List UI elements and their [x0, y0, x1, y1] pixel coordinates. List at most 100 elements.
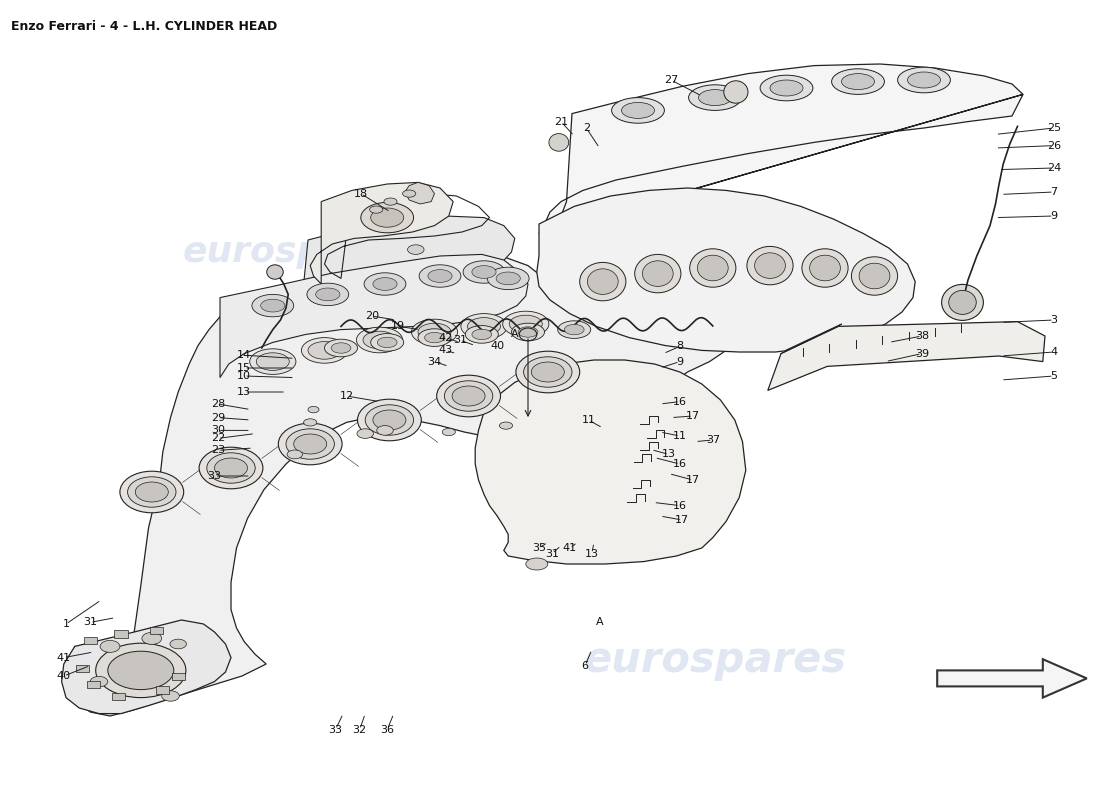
- Text: 43: 43: [439, 346, 452, 355]
- Text: 2: 2: [583, 123, 590, 133]
- Polygon shape: [537, 188, 915, 352]
- Polygon shape: [475, 360, 746, 564]
- Ellipse shape: [468, 318, 500, 335]
- Ellipse shape: [376, 426, 394, 435]
- Ellipse shape: [418, 323, 451, 341]
- Text: 14: 14: [238, 350, 251, 360]
- Bar: [84, 637, 97, 644]
- Text: 11: 11: [673, 431, 686, 441]
- Ellipse shape: [128, 477, 176, 507]
- Polygon shape: [220, 254, 528, 378]
- Ellipse shape: [358, 399, 421, 441]
- Ellipse shape: [142, 632, 162, 645]
- Text: 29: 29: [211, 413, 224, 422]
- Text: 12: 12: [340, 391, 353, 401]
- Ellipse shape: [100, 640, 120, 653]
- Ellipse shape: [465, 326, 498, 343]
- Ellipse shape: [635, 254, 681, 293]
- Ellipse shape: [518, 326, 538, 338]
- Polygon shape: [62, 620, 231, 714]
- Polygon shape: [310, 182, 453, 284]
- Text: 16: 16: [673, 459, 686, 469]
- Ellipse shape: [418, 329, 451, 346]
- Ellipse shape: [403, 190, 416, 198]
- Text: 19: 19: [392, 322, 405, 331]
- Ellipse shape: [437, 375, 501, 417]
- Text: eurospares: eurospares: [183, 235, 411, 269]
- Text: 34: 34: [428, 357, 441, 366]
- Text: A: A: [596, 618, 603, 627]
- Ellipse shape: [564, 325, 584, 334]
- Ellipse shape: [371, 334, 404, 351]
- Text: 40: 40: [491, 341, 504, 350]
- Text: 9: 9: [1050, 211, 1057, 221]
- Text: 18: 18: [354, 189, 367, 198]
- Ellipse shape: [524, 357, 572, 387]
- Ellipse shape: [689, 85, 741, 110]
- Text: 31: 31: [546, 549, 559, 558]
- Ellipse shape: [442, 429, 455, 435]
- Ellipse shape: [419, 265, 461, 287]
- Text: 36: 36: [381, 725, 394, 734]
- Ellipse shape: [96, 643, 186, 698]
- Ellipse shape: [463, 261, 505, 283]
- Text: 16: 16: [673, 397, 686, 406]
- Text: 10: 10: [238, 371, 251, 381]
- Bar: [87, 681, 100, 688]
- Ellipse shape: [690, 249, 736, 287]
- Ellipse shape: [612, 98, 664, 123]
- Text: eurospares: eurospares: [583, 639, 847, 681]
- Text: 8: 8: [676, 342, 683, 351]
- Text: 32: 32: [353, 725, 366, 734]
- Text: 31: 31: [84, 618, 97, 627]
- Ellipse shape: [286, 429, 334, 459]
- Text: 13: 13: [585, 549, 598, 558]
- Ellipse shape: [832, 69, 884, 94]
- Polygon shape: [405, 182, 435, 204]
- Text: 7: 7: [1050, 187, 1057, 197]
- Bar: [172, 673, 185, 680]
- Ellipse shape: [428, 270, 452, 282]
- Polygon shape: [937, 659, 1087, 698]
- Text: 4: 4: [1050, 347, 1057, 357]
- Text: 6: 6: [582, 661, 588, 670]
- Text: 41: 41: [563, 543, 576, 553]
- Text: 28: 28: [211, 399, 224, 409]
- Text: 26: 26: [1047, 141, 1060, 150]
- Ellipse shape: [496, 272, 520, 285]
- Ellipse shape: [361, 202, 414, 233]
- Ellipse shape: [549, 134, 569, 151]
- Ellipse shape: [307, 283, 349, 306]
- Ellipse shape: [487, 267, 529, 290]
- Ellipse shape: [587, 269, 618, 294]
- Ellipse shape: [308, 342, 341, 359]
- Ellipse shape: [266, 265, 284, 279]
- Ellipse shape: [697, 255, 728, 281]
- Ellipse shape: [371, 208, 404, 227]
- Ellipse shape: [802, 249, 848, 287]
- Bar: [156, 686, 169, 694]
- Text: 13: 13: [238, 387, 251, 397]
- Ellipse shape: [358, 429, 374, 438]
- Ellipse shape: [516, 351, 580, 393]
- Ellipse shape: [199, 447, 263, 489]
- Ellipse shape: [252, 294, 294, 317]
- Ellipse shape: [363, 331, 396, 349]
- Ellipse shape: [250, 349, 296, 374]
- Ellipse shape: [642, 261, 673, 286]
- Text: 30: 30: [211, 426, 224, 435]
- Bar: [150, 627, 163, 634]
- Bar: [76, 665, 89, 672]
- Polygon shape: [539, 64, 1023, 234]
- Text: 20: 20: [365, 311, 378, 321]
- Ellipse shape: [287, 450, 303, 458]
- Ellipse shape: [444, 381, 493, 411]
- Ellipse shape: [331, 343, 351, 354]
- Text: 13: 13: [662, 450, 675, 459]
- Ellipse shape: [770, 80, 803, 96]
- Text: 9: 9: [676, 357, 683, 366]
- Ellipse shape: [294, 434, 327, 454]
- Ellipse shape: [851, 257, 898, 295]
- Text: 16: 16: [673, 501, 686, 510]
- Ellipse shape: [108, 651, 174, 690]
